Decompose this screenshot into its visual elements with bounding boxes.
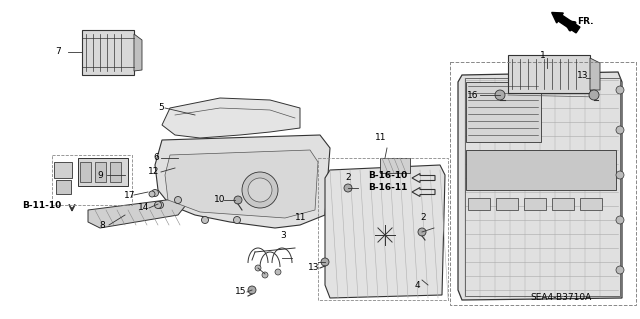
Circle shape [262, 272, 268, 278]
FancyArrow shape [552, 12, 580, 33]
Text: 13: 13 [577, 70, 589, 79]
Circle shape [495, 90, 505, 100]
Bar [56, 180, 71, 194]
Polygon shape [458, 72, 622, 300]
Bar [380, 158, 410, 173]
Bar [110, 162, 121, 182]
Circle shape [248, 178, 272, 202]
Bar [54, 162, 72, 178]
Text: 2: 2 [420, 213, 426, 222]
Text: 15: 15 [235, 287, 246, 296]
Polygon shape [134, 34, 142, 71]
Polygon shape [162, 98, 300, 138]
Text: 2: 2 [345, 174, 351, 182]
Bar [508, 55, 590, 93]
Bar [78, 158, 128, 186]
Circle shape [616, 266, 624, 274]
Bar [95, 162, 106, 182]
Circle shape [152, 189, 159, 197]
Bar [524, 198, 546, 210]
Text: B-11-10: B-11-10 [22, 201, 61, 210]
Circle shape [242, 172, 278, 208]
Circle shape [202, 217, 209, 224]
Text: 13: 13 [308, 263, 319, 272]
Bar [82, 30, 134, 75]
Bar [450, 62, 636, 305]
Text: 8: 8 [99, 220, 105, 229]
Bar [466, 150, 616, 190]
Bar [80, 162, 91, 182]
Text: 14: 14 [138, 204, 149, 212]
Text: 10: 10 [214, 196, 225, 204]
Circle shape [175, 197, 182, 204]
Bar [466, 82, 541, 142]
Polygon shape [165, 150, 318, 218]
Polygon shape [590, 58, 600, 90]
Polygon shape [155, 135, 330, 228]
Text: 5: 5 [158, 103, 164, 113]
Text: 16: 16 [467, 91, 479, 100]
Circle shape [149, 191, 155, 197]
Circle shape [154, 202, 161, 209]
Circle shape [616, 126, 624, 134]
Text: 6: 6 [153, 153, 159, 162]
Circle shape [234, 196, 242, 204]
Circle shape [616, 171, 624, 179]
Bar [496, 198, 518, 210]
Circle shape [255, 265, 261, 271]
Bar [580, 198, 602, 210]
Bar [52, 155, 132, 205]
Polygon shape [88, 198, 186, 228]
Polygon shape [325, 165, 445, 298]
Text: 7: 7 [55, 48, 61, 56]
Text: 3: 3 [280, 231, 285, 240]
Circle shape [616, 86, 624, 94]
Bar [468, 198, 490, 210]
Circle shape [248, 286, 256, 294]
Text: 12: 12 [148, 167, 159, 176]
Bar [318, 158, 448, 300]
Circle shape [589, 90, 599, 100]
Circle shape [234, 217, 241, 224]
Text: 17: 17 [124, 190, 136, 199]
Bar [465, 78, 620, 296]
Text: 1: 1 [540, 50, 546, 60]
Circle shape [157, 202, 163, 209]
Text: 11: 11 [295, 213, 307, 222]
Text: FR.: FR. [577, 18, 593, 26]
Text: B-16-10: B-16-10 [368, 170, 407, 180]
Text: 11: 11 [375, 133, 387, 143]
Circle shape [616, 216, 624, 224]
Circle shape [344, 184, 352, 192]
Circle shape [275, 269, 281, 275]
Text: 4: 4 [415, 280, 420, 290]
Circle shape [321, 258, 329, 266]
Text: 9: 9 [97, 170, 103, 180]
Text: SEA4-B3710A: SEA4-B3710A [530, 293, 591, 302]
Bar [552, 198, 574, 210]
Text: B-16-11: B-16-11 [368, 183, 408, 192]
Circle shape [418, 228, 426, 236]
